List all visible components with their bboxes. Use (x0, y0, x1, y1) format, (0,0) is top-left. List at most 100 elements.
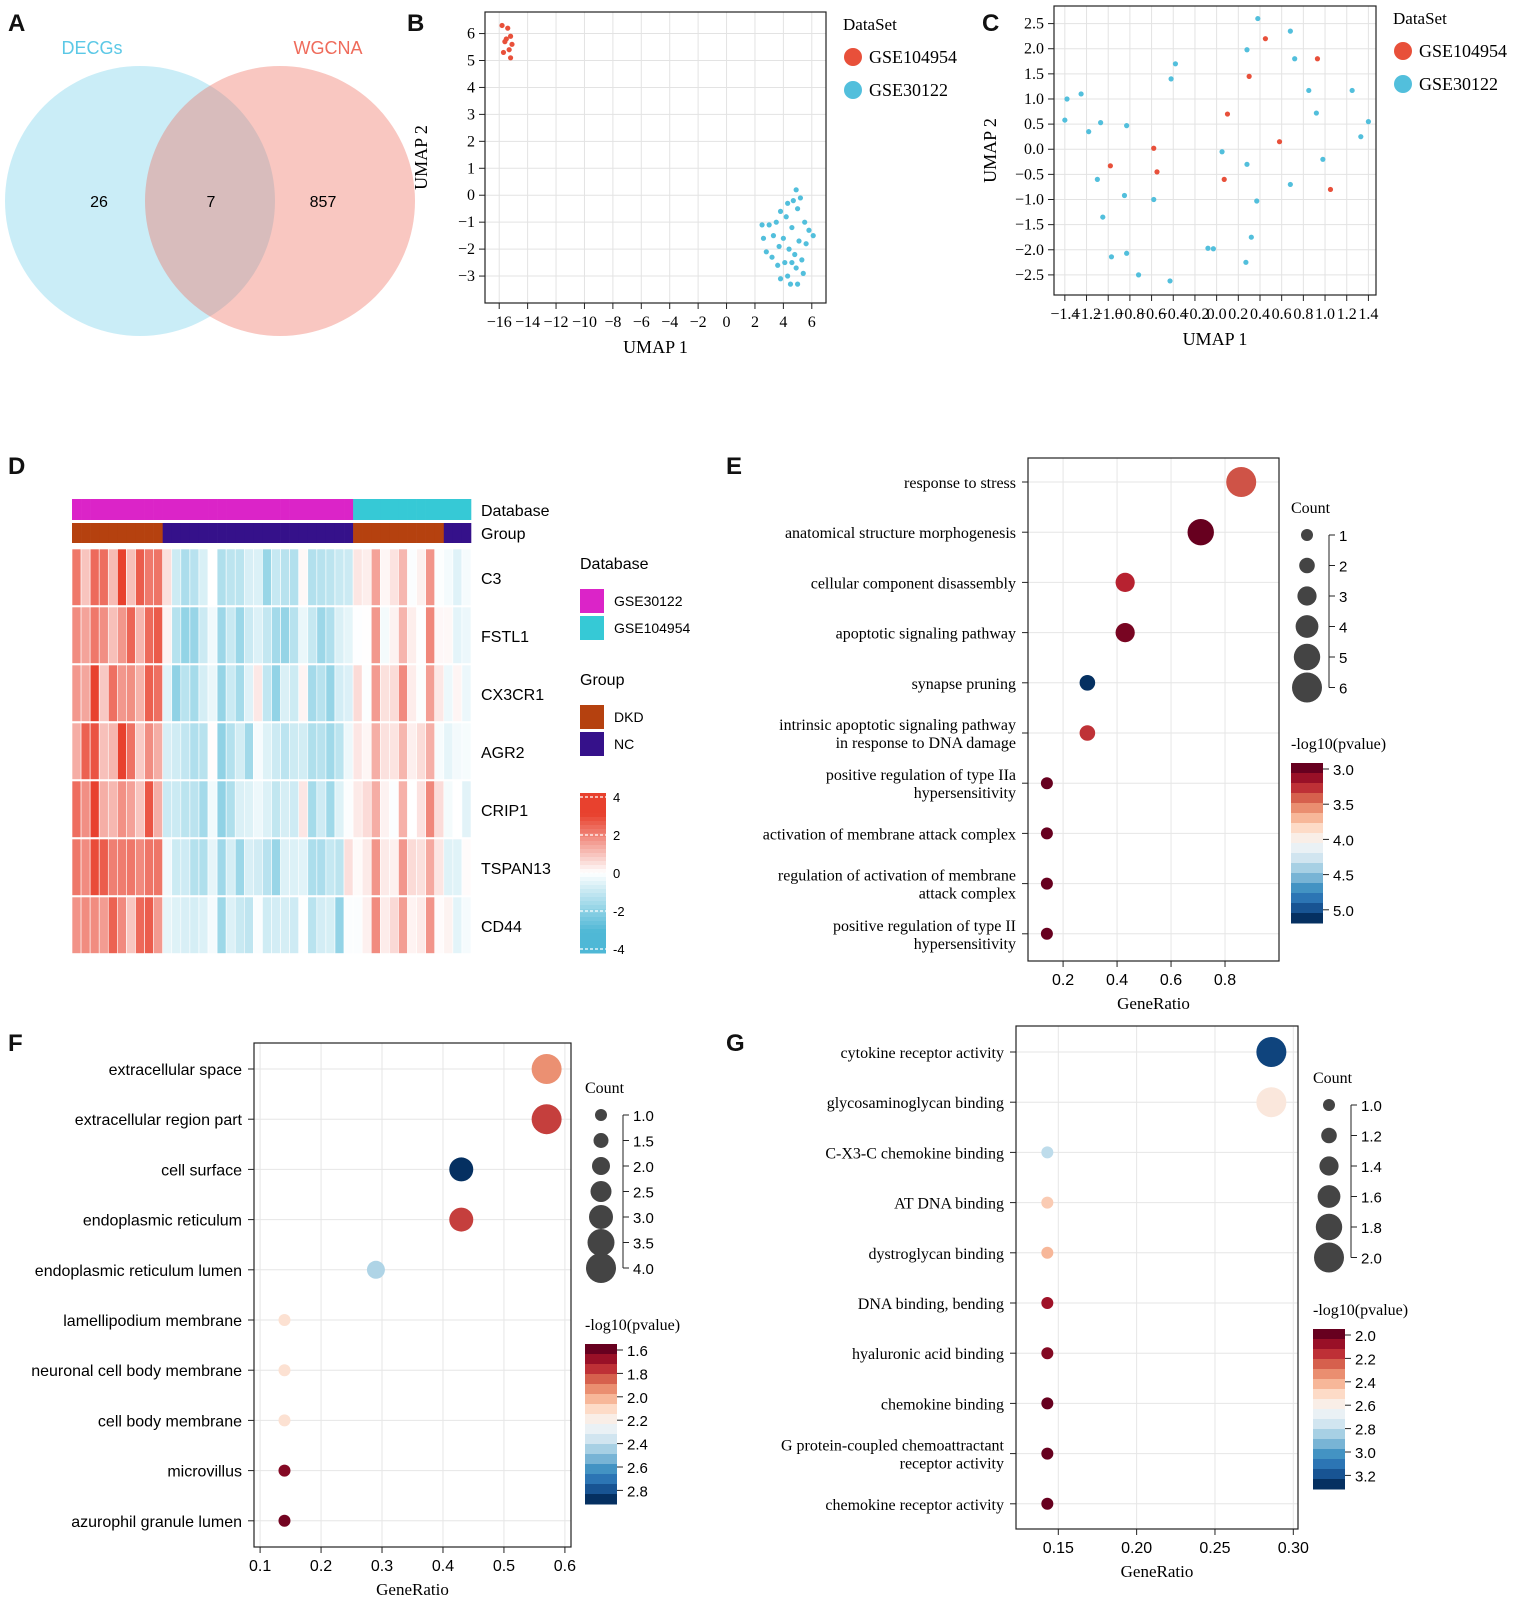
enrichment-dot (1256, 1087, 1287, 1118)
y-tick-label: 1 (467, 160, 475, 177)
heatmap-cell (144, 664, 154, 722)
annotation-group-cell (253, 523, 263, 543)
legend-swatch-database (580, 589, 604, 613)
data-point-gse30122 (1248, 234, 1254, 240)
x-tick-label: −0.6 (1137, 306, 1166, 323)
colorbar-segment (585, 1494, 617, 1505)
legend-title: DataSet (843, 15, 897, 34)
y-axis-label: UMAP 2 (980, 118, 1000, 183)
size-legend-dot (1295, 615, 1319, 638)
heatmap-cell (253, 838, 263, 896)
heatmap-cell (253, 664, 263, 722)
heatmap-cell (162, 722, 173, 780)
heatmap-cell (262, 664, 272, 722)
heatmap-cell (207, 722, 218, 780)
enrichment-dot (1040, 827, 1053, 840)
heatmap-cell (407, 664, 417, 722)
heatmap-cell (398, 896, 408, 954)
heatmap-cell (452, 606, 463, 664)
enrichment-dot (278, 1514, 291, 1527)
heatmap-cell (289, 780, 300, 838)
term-label: positive regulation of type II (833, 918, 1016, 935)
heatmap-cell (298, 548, 309, 606)
enrichment-dot (278, 1314, 291, 1326)
heatmap-cell (389, 838, 399, 896)
heatmap-cell (189, 548, 200, 606)
annotation-group-cell (217, 523, 227, 543)
colorbar-segment (1291, 913, 1323, 924)
data-point-gse104954 (505, 25, 511, 31)
heatmap-cell (452, 780, 463, 838)
x-tick-label: 1.4 (1358, 306, 1378, 323)
heatmap-cell (180, 896, 191, 954)
x-tick-label: 0.5 (493, 1558, 515, 1575)
heatmap-cell (452, 548, 463, 606)
annotation-database-cell (253, 499, 263, 520)
term-label: cellular component disassembly (811, 575, 1016, 592)
x-tick-label: −0.2 (1180, 306, 1209, 323)
annotation-database-cell (452, 499, 463, 520)
x-tick-label: 0.20 (1121, 1540, 1152, 1557)
data-point-gse104954 (507, 55, 514, 61)
size-legend-label: 4.0 (633, 1261, 654, 1278)
heatmap-cell (289, 896, 300, 954)
annotation-database-cell (99, 499, 109, 520)
plot-frame (484, 11, 827, 304)
annotation-group-cell (334, 523, 345, 543)
size-legend-dot (1323, 1099, 1335, 1111)
term-label: chemokine receptor activity (825, 1497, 1004, 1514)
term-label: synapse pruning (912, 676, 1016, 693)
heatmap-cell (71, 838, 82, 896)
heatmap-cell (135, 664, 145, 722)
heatmap-cell (89, 548, 100, 606)
heatmap-cell (271, 780, 281, 838)
colorbar-segment (585, 1394, 617, 1405)
heatmap-cell (107, 780, 118, 838)
y-tick-label: −2.0 (1015, 242, 1044, 259)
colorbar-segment (580, 913, 606, 918)
heatmap-cell (162, 664, 173, 722)
panel-label-e: E (726, 453, 742, 480)
data-point-gse30122 (1292, 56, 1298, 62)
heatmap-cell (262, 896, 272, 954)
heatmap-cell (307, 780, 318, 838)
colorbar-segment (580, 873, 606, 878)
colorbar-segment (580, 865, 606, 870)
heatmap-cell (434, 664, 445, 722)
heatmap-cell (452, 838, 463, 896)
x-tick-label: 0.8 (1293, 306, 1313, 323)
annotation-group-cell (407, 523, 417, 543)
size-legend-label: 1.2 (1361, 1129, 1382, 1146)
annotation-group-cell (398, 523, 408, 543)
heatmap-cell (153, 664, 163, 722)
annotation-database-cell (271, 499, 281, 520)
annotation-group-cell (117, 523, 127, 543)
colorbar-segment (1313, 1419, 1345, 1430)
colorbar-segment (1291, 893, 1323, 904)
annotation-group-cell (416, 523, 426, 543)
annotation-database-cell (398, 499, 408, 520)
size-legend-title: Count (1291, 500, 1331, 517)
annotation-group-cell (189, 523, 200, 543)
term-label: dystroglycan binding (868, 1246, 1004, 1263)
size-legend-dot (586, 1253, 616, 1283)
heatmap-cell (443, 780, 454, 838)
data-point-gse104954 (1107, 163, 1113, 169)
data-point-gse30122 (803, 241, 809, 247)
colorbar-segment (585, 1364, 617, 1375)
heatmap-cell (171, 548, 182, 606)
heatmap-cell (452, 664, 463, 722)
colorbar-segment (580, 941, 606, 946)
data-point-gse30122 (1210, 246, 1216, 252)
annotation-group-cell (289, 523, 300, 543)
annotation-database-cell (461, 499, 472, 520)
term-label: endoplasmic reticulum (83, 1213, 242, 1230)
heatmap-cell (243, 606, 254, 664)
heatmap-cell (398, 780, 408, 838)
colorbar-segment (585, 1434, 617, 1445)
annotation-label-group: Group (481, 526, 526, 543)
enrichment-dot (1041, 1196, 1054, 1209)
heatmap-cell (126, 548, 136, 606)
colorbar-segment (1313, 1449, 1345, 1460)
y-axis-label: UMAP 2 (411, 125, 431, 190)
